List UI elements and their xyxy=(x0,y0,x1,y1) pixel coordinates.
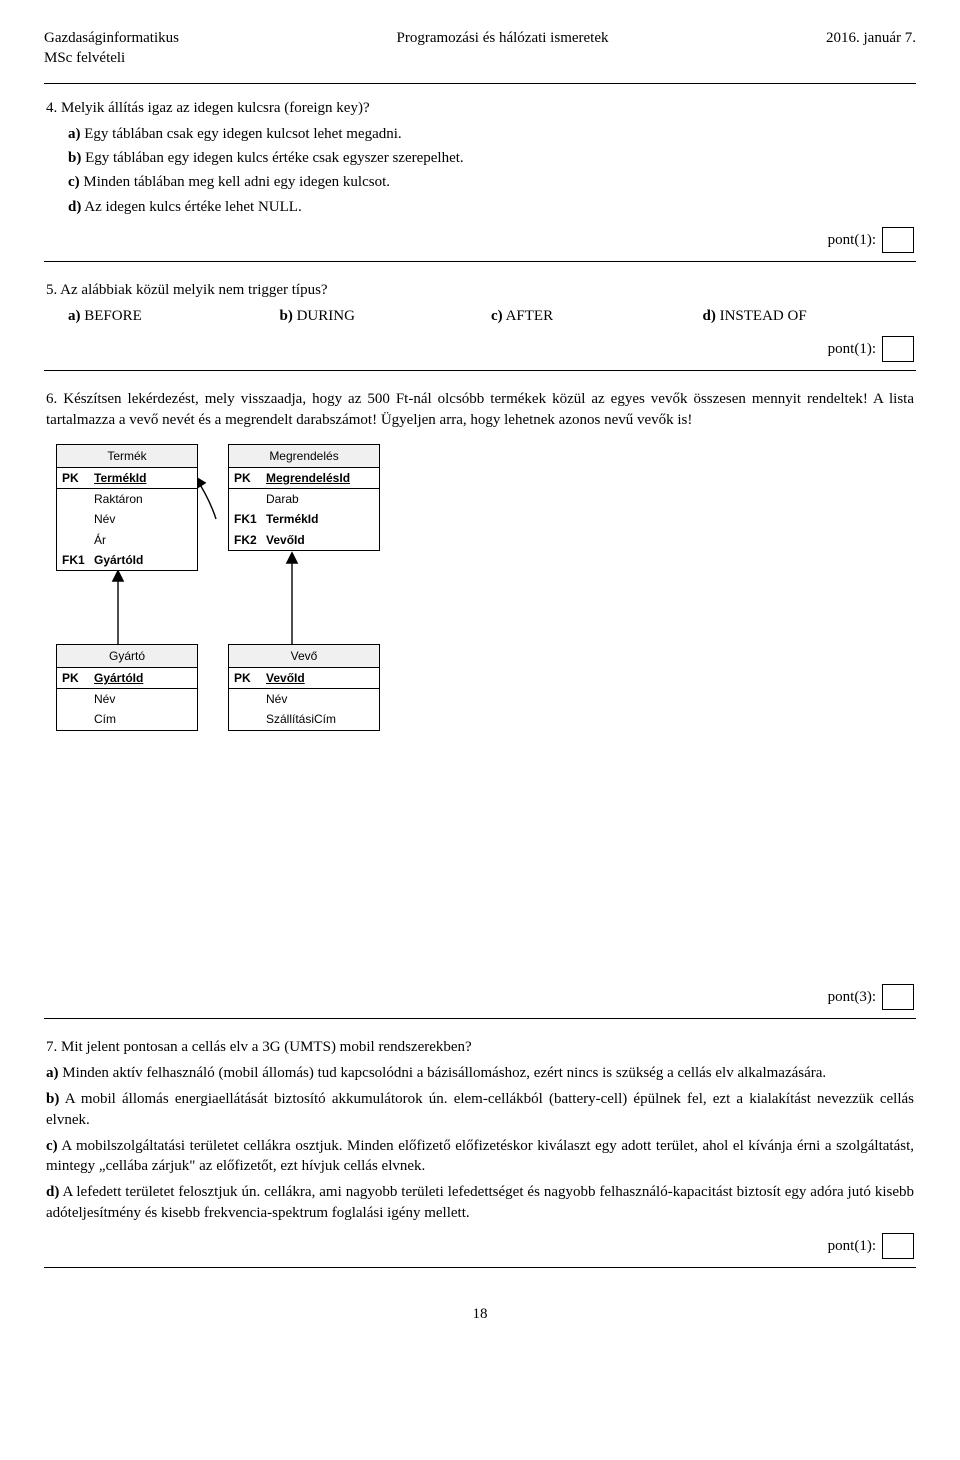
q7-c: c) A mobilszolgáltatási területet cellák… xyxy=(46,1136,914,1177)
er-key xyxy=(57,709,89,729)
er-field: Név xyxy=(89,689,197,709)
q7-score-label: pont(1): xyxy=(828,1236,876,1256)
er-field: Cím xyxy=(89,709,197,729)
er-field: Raktáron xyxy=(89,489,197,509)
divider xyxy=(44,261,916,262)
er-table-title: Vevő xyxy=(229,645,379,668)
divider xyxy=(44,370,916,371)
page-number: 18 xyxy=(44,1304,916,1324)
er-diagram: TermékPKTermékIdRaktáronNévÁrFK1GyártóId… xyxy=(48,444,398,804)
er-key xyxy=(57,530,89,550)
header-left: Gazdaságinformatikus MSc felvételi xyxy=(44,28,179,69)
divider xyxy=(44,1018,916,1019)
er-field: TermékId xyxy=(89,468,197,488)
er-key: PK xyxy=(229,468,261,488)
er-table-title: Gyártó xyxy=(57,645,197,668)
score-box[interactable] xyxy=(882,984,914,1010)
header-left-1: Gazdaságinformatikus xyxy=(44,30,179,46)
score-box[interactable] xyxy=(882,227,914,253)
er-field: SzállításiCím xyxy=(261,709,379,729)
q5-b: b) DURING xyxy=(280,306,492,326)
er-field: TermékId xyxy=(261,509,379,529)
q4-d: d) Az idegen kulcs értéke lehet NULL. xyxy=(68,197,914,217)
score-box[interactable] xyxy=(882,1233,914,1259)
q7-b: b) A mobil állomás energiaellátását bizt… xyxy=(46,1089,914,1130)
q6-score-label: pont(3): xyxy=(828,987,876,1007)
er-key: PK xyxy=(229,668,261,688)
er-table-vevo: VevőPKVevőIdNévSzállításiCím xyxy=(228,644,380,731)
er-table-termek: TermékPKTermékIdRaktáronNévÁrFK1GyártóId xyxy=(56,444,198,571)
q4-prompt: 4. Melyik állítás igaz az idegen kulcsra… xyxy=(46,98,914,118)
er-key xyxy=(57,689,89,709)
er-field: GyártóId xyxy=(89,550,197,570)
er-table-title: Megrendelés xyxy=(229,445,379,468)
q4-a: a) Egy táblában csak egy idegen kulcsot … xyxy=(68,124,914,144)
er-field: Ár xyxy=(89,530,197,550)
q6-score: pont(3): xyxy=(44,984,914,1010)
header-center: Programozási és hálózati ismeretek xyxy=(396,28,608,69)
er-key xyxy=(229,689,261,709)
er-key: FK2 xyxy=(229,530,261,550)
er-key xyxy=(57,509,89,529)
er-field: GyártóId xyxy=(89,668,197,688)
er-field: VevőId xyxy=(261,530,379,550)
q5-prompt: 5. Az alábbiak közül melyik nem trigger … xyxy=(46,280,914,300)
er-table-title: Termék xyxy=(57,445,197,468)
er-field: Név xyxy=(89,509,197,529)
er-key: PK xyxy=(57,668,89,688)
score-box[interactable] xyxy=(882,336,914,362)
q4-score-label: pont(1): xyxy=(828,230,876,250)
er-field: MegrendelésId xyxy=(261,468,379,488)
er-table-megrendeles: MegrendelésPKMegrendelésIdDarabFK1Termék… xyxy=(228,444,380,551)
header-left-2: MSc felvételi xyxy=(44,50,125,66)
er-table-gyarto: GyártóPKGyártóIdNévCím xyxy=(56,644,198,731)
q4-c: c) Minden táblában meg kell adni egy ide… xyxy=(68,172,914,192)
q7-a: a) Minden aktív felhasználó (mobil állom… xyxy=(46,1063,914,1083)
er-key: FK1 xyxy=(57,550,89,570)
er-key: FK1 xyxy=(229,509,261,529)
q5-options: a) BEFORE b) DURING c) AFTER d) INSTEAD … xyxy=(68,306,914,326)
er-key: PK xyxy=(57,468,89,488)
q5-score-label: pont(1): xyxy=(828,339,876,359)
q5-d: d) INSTEAD OF xyxy=(703,306,915,326)
q4-score: pont(1): xyxy=(44,227,914,253)
er-key xyxy=(57,489,89,509)
divider xyxy=(44,83,916,84)
er-field: VevőId xyxy=(261,668,379,688)
q4-b: b) Egy táblában egy idegen kulcs értéke … xyxy=(68,148,914,168)
q5-a: a) BEFORE xyxy=(68,306,280,326)
q5-c: c) AFTER xyxy=(491,306,703,326)
er-field: Darab xyxy=(261,489,379,509)
page-header: Gazdaságinformatikus MSc felvételi Progr… xyxy=(44,28,916,69)
header-right: 2016. január 7. xyxy=(826,28,916,69)
q7-d: d) A lefedett területet felosztjuk ún. c… xyxy=(46,1182,914,1223)
er-key xyxy=(229,489,261,509)
er-field: Név xyxy=(261,689,379,709)
q7-score: pont(1): xyxy=(44,1233,914,1259)
er-key xyxy=(229,709,261,729)
q5-score: pont(1): xyxy=(44,336,914,362)
q6-prompt: 6. Készítsen lekérdezést, mely visszaadj… xyxy=(46,389,914,430)
q7-prompt: 7. Mit jelent pontosan a cellás elv a 3G… xyxy=(46,1037,914,1057)
divider xyxy=(44,1267,916,1268)
